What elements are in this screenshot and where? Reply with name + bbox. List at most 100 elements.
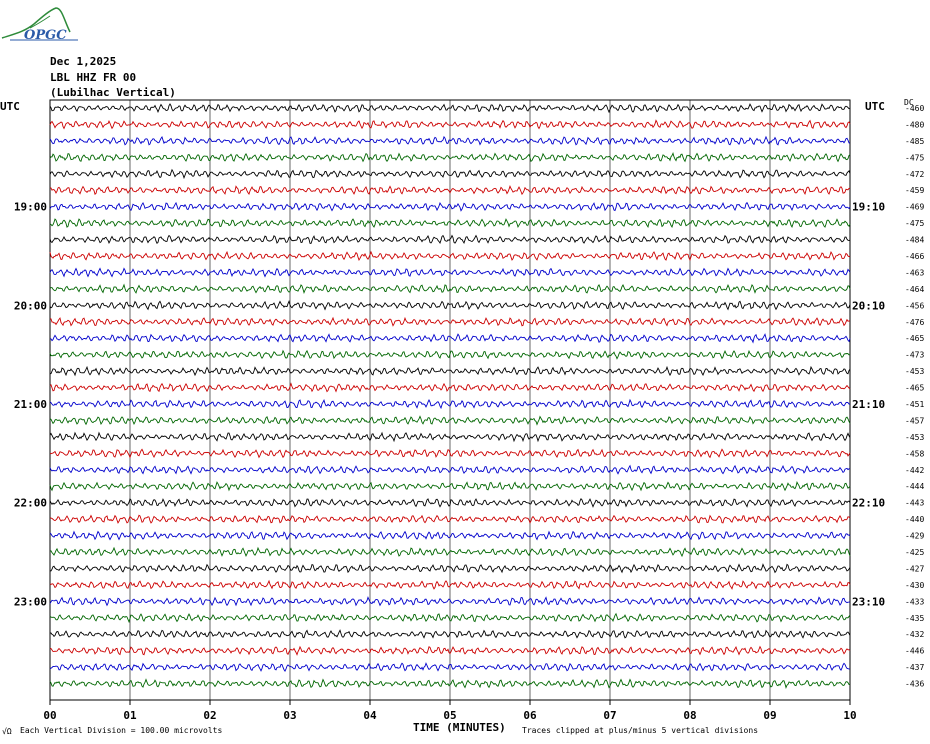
left-hour-label: 22:00	[14, 497, 47, 510]
seismic-trace	[49, 382, 851, 393]
left-axis-title: UTC	[0, 100, 20, 113]
seismic-trace	[49, 184, 851, 196]
right-hour-label: 23:10	[852, 595, 885, 608]
seismic-trace	[49, 514, 851, 524]
left-hour-label: 23:00	[14, 595, 47, 608]
seismic-trace	[49, 431, 851, 443]
dc-offset-label: -453	[905, 367, 924, 376]
dc-offset-label: -459	[905, 186, 924, 195]
right-hour-label: 20:10	[852, 299, 885, 312]
dc-offset-label: -440	[905, 515, 924, 524]
dc-offset-label: -444	[905, 482, 924, 491]
seismic-trace	[49, 596, 851, 607]
seismic-trace	[49, 448, 851, 459]
header-date: Dec 1,2025	[50, 55, 117, 68]
dc-offset-label: -466	[905, 252, 924, 261]
seismic-trace	[49, 250, 851, 262]
dc-offset-label: -442	[905, 466, 924, 475]
seismic-trace	[49, 283, 851, 295]
seismic-trace	[49, 678, 851, 689]
seismic-trace	[49, 563, 851, 574]
x-tick-label: 10	[843, 709, 856, 722]
x-tick-label: 06	[523, 709, 537, 722]
dc-title: DC	[904, 98, 914, 107]
x-tick-label: 01	[123, 709, 137, 722]
footer-mark: √Ω	[2, 727, 12, 736]
x-tick-label: 04	[363, 709, 377, 722]
dc-offset-label: -463	[905, 268, 924, 277]
logo-text: OPGC	[24, 28, 67, 43]
header-location: (Lubilhac Vertical)	[50, 86, 176, 99]
dc-offset-label: -484	[905, 236, 924, 245]
dc-offset-label: -473	[905, 351, 924, 360]
seismic-trace	[49, 365, 851, 377]
seismic-trace	[49, 333, 851, 344]
dc-offset-label: -430	[905, 581, 924, 590]
header-station: LBL HHZ FR 00	[50, 71, 137, 84]
dc-offset-label: -435	[905, 614, 924, 623]
x-tick-label: 05	[443, 709, 456, 722]
dc-offset-label: -436	[905, 680, 924, 689]
dc-offset-label: -472	[905, 170, 924, 179]
seismic-trace	[49, 234, 851, 245]
dc-offset-label: -433	[905, 597, 924, 606]
dc-offset-label: -453	[905, 433, 924, 442]
dc-offset-label: -443	[905, 499, 924, 508]
x-tick-label: 03	[283, 709, 296, 722]
seismic-trace	[49, 546, 851, 558]
right-axis-title: UTC	[865, 100, 885, 113]
dc-offset-label: -458	[905, 449, 924, 458]
x-tick-label: 08	[683, 709, 696, 722]
seismic-trace	[49, 530, 851, 541]
dc-offset-label: -485	[905, 137, 924, 146]
dc-offset-label: -476	[905, 318, 924, 327]
clip-note: Traces clipped at plus/minus 5 vertical …	[522, 726, 759, 735]
seismic-trace	[49, 415, 851, 426]
dc-offset-label: -427	[905, 564, 924, 573]
x-tick-label: 07	[603, 709, 616, 722]
right-hour-label: 19:10	[852, 201, 885, 214]
seismic-trace	[49, 135, 851, 146]
x-axis-label: TIME (MINUTES)	[413, 721, 506, 734]
volcano-logo-icon	[1, 7, 78, 41]
x-tick-label: 02	[203, 709, 216, 722]
dc-offset-label: -451	[905, 400, 924, 409]
x-tick-label: 09	[763, 709, 776, 722]
left-hour-label: 19:00	[14, 201, 47, 214]
seismic-trace	[49, 218, 851, 229]
seismic-trace	[49, 612, 851, 624]
seismic-trace	[49, 119, 851, 130]
seismic-trace	[49, 662, 851, 673]
dc-offset-label: -475	[905, 219, 924, 228]
dc-offset-label: -469	[905, 203, 924, 212]
seismic-trace	[49, 464, 851, 475]
seismic-trace	[49, 497, 851, 508]
seismic-trace	[49, 349, 851, 360]
dc-offset-label: -446	[905, 647, 924, 656]
dc-offset-label: -465	[905, 384, 924, 393]
seismic-trace	[49, 103, 851, 114]
seismic-trace	[49, 480, 851, 492]
dc-offset-label: -429	[905, 532, 924, 541]
dc-offset-label: -425	[905, 548, 924, 557]
seismic-trace	[49, 152, 851, 163]
scale-note: Each Vertical Division = 100.00 microvol…	[20, 726, 223, 735]
seismic-trace	[49, 168, 851, 180]
seismic-trace	[49, 645, 851, 656]
right-hour-label: 21:10	[852, 398, 885, 411]
dc-offset-label: -480	[905, 120, 924, 129]
dc-offset-label: -437	[905, 663, 924, 672]
left-hour-label: 21:00	[14, 398, 47, 411]
seismic-trace	[49, 579, 851, 590]
seismic-trace	[49, 316, 851, 327]
right-hour-label: 22:10	[852, 497, 885, 510]
x-tick-label: 00	[43, 709, 56, 722]
dc-offset-label: -460	[905, 104, 924, 113]
seismic-trace	[49, 267, 851, 278]
seismic-trace	[49, 398, 851, 410]
dc-offset-label: -465	[905, 334, 924, 343]
dc-offset-label: -475	[905, 153, 924, 162]
seismic-trace	[49, 201, 851, 212]
seismic-trace	[49, 629, 851, 639]
